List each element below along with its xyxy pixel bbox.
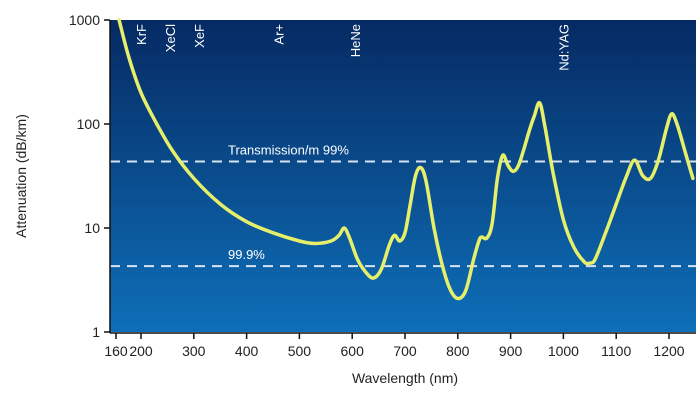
laser-label: HeNe [348,24,363,57]
x-tick-label: 300 [182,343,206,359]
laser-label: KrF [134,24,149,45]
x-tick-label: 500 [288,343,312,359]
y-tick-label: 1 [92,324,100,340]
laser-label: XeF [192,24,207,48]
laser-label: XeCl [163,24,178,52]
x-axis-title: Wavelength (nm) [352,370,458,386]
x-tick-label: 800 [446,343,470,359]
y-axis-title: Attenuation (dB/km) [13,114,29,238]
x-tick-label: 160 [104,343,128,359]
x-tick-label: 200 [129,343,153,359]
attenuation-curve [117,18,695,301]
x-tick-label: 1100 [601,343,631,359]
reference-line-label: Transmission/m 99% [228,142,349,157]
x-tick-label: 600 [341,343,365,359]
y-tick-label: 100 [77,116,101,132]
y-tick-label: 1000 [69,12,100,28]
x-tick-label: 900 [499,343,523,359]
laser-label: Ar+ [271,24,286,45]
x-tick-label: 1200 [653,343,684,359]
x-tick-label: 700 [393,343,417,359]
x-tick-label: 1000 [548,343,579,359]
reference-line-label: 99.9% [228,247,265,262]
plot-area [110,20,696,332]
laser-label: Nd:YAG [556,24,571,71]
y-tick-label: 10 [84,220,100,236]
x-tick-label: 400 [235,343,259,359]
